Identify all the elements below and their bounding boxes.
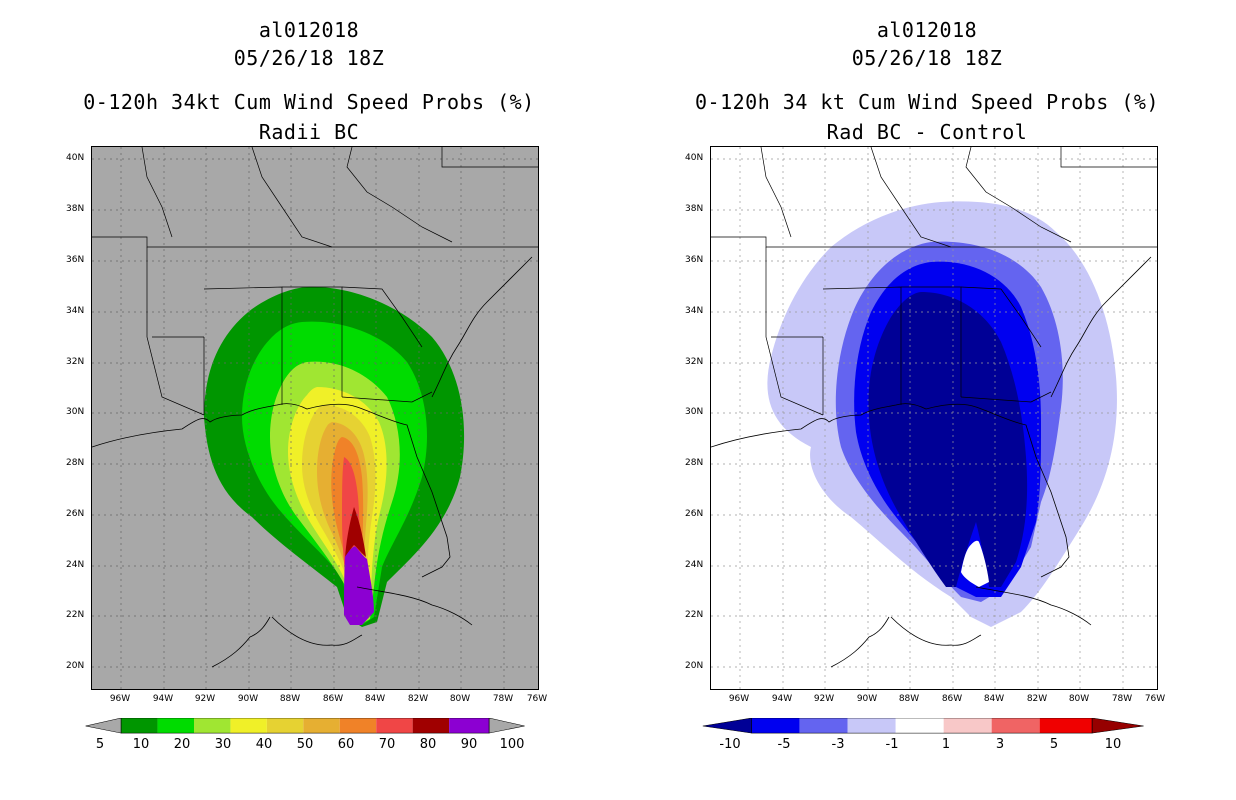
lat-label: 20N	[66, 661, 85, 671]
lat-label: 32N	[66, 357, 85, 367]
probability-map	[91, 146, 539, 690]
colorbar-label: 5	[95, 737, 105, 752]
lat-label: 26N	[66, 509, 85, 519]
lon-label: 96W	[109, 694, 131, 704]
right-panel: al012018 05/26/18 18Z 0-120h 34 kt Cum W…	[618, 0, 1236, 800]
lon-label: 78W	[492, 694, 514, 704]
lat-label: 24N	[685, 560, 704, 570]
colorbar-label: 90	[460, 737, 478, 752]
diff-minus10	[868, 292, 1028, 587]
lon-label: 84W	[364, 694, 386, 704]
lat-label: 24N	[66, 560, 85, 570]
lon-label: 82W	[1026, 694, 1048, 704]
lon-label: 82W	[407, 694, 429, 704]
state-borders	[92, 147, 538, 416]
datetime: 05/26/18 18Z	[233, 46, 385, 70]
colorbar-label: -10	[719, 737, 741, 752]
lon-label: 88W	[898, 694, 920, 704]
coastlines	[711, 256, 1152, 668]
colorbar-label: 80	[419, 737, 437, 752]
colorbar-label: -5	[777, 737, 791, 752]
colorbar-label: 100	[499, 737, 525, 752]
lat-label: 40N	[685, 153, 704, 163]
colorbar-label: 60	[337, 737, 355, 752]
left-panel: al012018 05/26/18 18Z 0-120h 34kt Cum Wi…	[66, 18, 548, 752]
colorbar-label: 3	[995, 737, 1005, 752]
lon-label: 76W	[1144, 694, 1166, 704]
plot-title: 0-120h 34kt Cum Wind Speed Probs (%)	[83, 90, 535, 114]
lon-label: 76W	[526, 694, 548, 704]
colorbar-label: -3	[831, 737, 845, 752]
lat-label: 36N	[66, 255, 85, 265]
lon-label: 90W	[856, 694, 878, 704]
colorbar-label: 10	[132, 737, 150, 752]
colorbar-label: 50	[296, 737, 314, 752]
lon-label: 84W	[983, 694, 1005, 704]
probability-colorbar	[85, 718, 525, 734]
lon-label: 96W	[728, 694, 750, 704]
colorbar-label: 1	[941, 737, 951, 752]
lat-label: 30N	[66, 407, 85, 417]
diff-zero-notch	[961, 540, 989, 587]
lat-label: 34N	[685, 306, 704, 316]
storm-id: al012018	[258, 18, 360, 42]
graticule	[711, 147, 1157, 689]
colorbar-label: 10	[1104, 737, 1122, 752]
coastlines	[92, 256, 533, 668]
colorbar-label: -1	[885, 737, 899, 752]
storm-id: al012018	[876, 18, 978, 42]
prob-80	[345, 507, 366, 559]
lat-label: 38N	[685, 204, 704, 214]
lat-label: 28N	[66, 458, 85, 468]
colorbar-label: 30	[214, 737, 232, 752]
lat-label: 22N	[685, 610, 704, 620]
plot-subtitle: Rad BC - Control	[826, 120, 1028, 144]
colorbar-label: 40	[255, 737, 273, 752]
lon-label: 78W	[1111, 694, 1133, 704]
difference-map	[710, 146, 1158, 690]
lat-label: 30N	[685, 407, 704, 417]
colorbar-label: 70	[378, 737, 396, 752]
lon-label: 90W	[237, 694, 259, 704]
plot-title: 0-120h 34 kt Cum Wind Speed Probs (%)	[694, 90, 1160, 114]
lon-label: 94W	[152, 694, 174, 704]
difference-colorbar	[702, 718, 1144, 734]
lat-label: 32N	[685, 357, 704, 367]
lon-label: 94W	[771, 694, 793, 704]
plot-subtitle: Radii BC	[258, 120, 360, 144]
datetime: 05/26/18 18Z	[851, 46, 1003, 70]
lat-label: 38N	[66, 204, 85, 214]
lat-label: 36N	[685, 255, 704, 265]
lon-label: 80W	[449, 694, 471, 704]
state-borders	[711, 147, 1157, 416]
lon-label: 88W	[279, 694, 301, 704]
lat-label: 28N	[685, 458, 704, 468]
lon-label: 86W	[941, 694, 963, 704]
lon-label: 92W	[194, 694, 216, 704]
lon-label: 92W	[813, 694, 835, 704]
lat-label: 40N	[66, 153, 85, 163]
lon-label: 86W	[322, 694, 344, 704]
colorbar-label: 5	[1049, 737, 1059, 752]
lat-label: 26N	[685, 509, 704, 519]
lat-label: 20N	[685, 661, 704, 671]
lon-label: 80W	[1068, 694, 1090, 704]
lat-label: 34N	[66, 306, 85, 316]
lat-label: 22N	[66, 610, 85, 620]
graticule	[92, 147, 538, 689]
colorbar-label: 20	[173, 737, 191, 752]
